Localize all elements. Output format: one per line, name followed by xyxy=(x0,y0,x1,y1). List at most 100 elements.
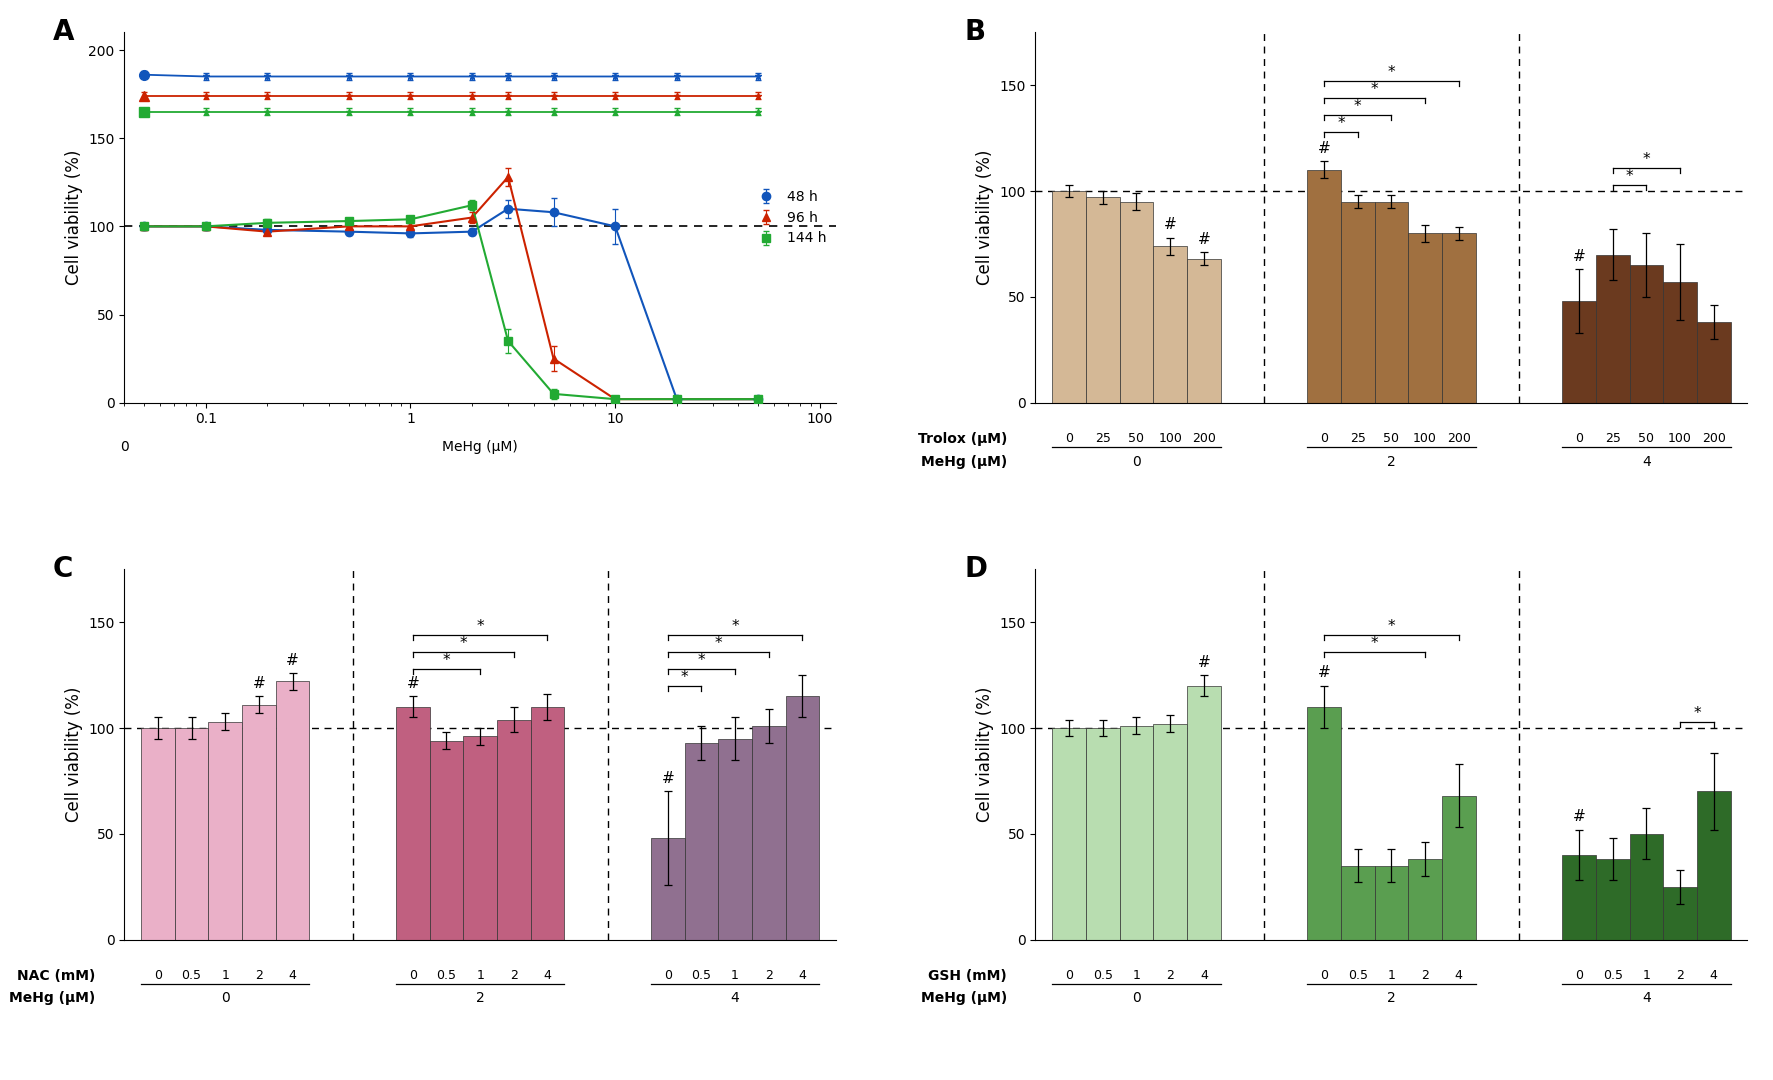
Text: *: * xyxy=(477,619,484,634)
Text: #: # xyxy=(406,676,418,691)
Text: 0.5: 0.5 xyxy=(1092,969,1112,982)
Text: 2: 2 xyxy=(475,991,484,1005)
Text: MeHg (μM): MeHg (μM) xyxy=(9,991,96,1005)
Bar xyxy=(1152,246,1186,403)
Text: 2: 2 xyxy=(509,969,518,982)
Text: *: * xyxy=(443,652,450,667)
Text: 4: 4 xyxy=(543,969,551,982)
Text: *: * xyxy=(715,636,722,651)
Bar xyxy=(1562,855,1596,940)
Text: A: A xyxy=(53,17,74,45)
Text: 0: 0 xyxy=(121,440,128,454)
Text: 0: 0 xyxy=(408,969,417,982)
Text: #: # xyxy=(252,676,266,691)
Text: 1: 1 xyxy=(475,969,484,982)
Bar xyxy=(1186,686,1220,940)
Text: 2: 2 xyxy=(1420,969,1429,982)
Bar xyxy=(1441,233,1475,403)
Text: *: * xyxy=(697,652,706,667)
Text: 4: 4 xyxy=(289,969,296,982)
Text: MeHg (μM): MeHg (μM) xyxy=(920,991,1007,1005)
Text: 0: 0 xyxy=(1064,432,1073,445)
Text: *: * xyxy=(1642,152,1649,166)
Bar xyxy=(395,706,429,940)
Bar xyxy=(1307,170,1340,403)
Bar xyxy=(174,728,207,940)
Text: 0: 0 xyxy=(663,969,672,982)
Text: *: * xyxy=(1624,168,1633,184)
Text: NAC (mM): NAC (mM) xyxy=(18,969,96,983)
Text: 4: 4 xyxy=(730,991,739,1005)
Bar xyxy=(1307,706,1340,940)
Text: 1: 1 xyxy=(1642,969,1649,982)
Bar xyxy=(1408,233,1441,403)
Text: 2: 2 xyxy=(764,969,773,982)
Text: C: C xyxy=(53,554,73,582)
Text: MeHg (μM): MeHg (μM) xyxy=(920,455,1007,469)
Text: 0: 0 xyxy=(220,991,229,1005)
Text: *: * xyxy=(1691,705,1700,720)
Bar xyxy=(1085,198,1119,403)
Text: 2: 2 xyxy=(1675,969,1683,982)
Bar xyxy=(1629,834,1663,940)
Text: 4: 4 xyxy=(1642,991,1651,1005)
Text: #: # xyxy=(1197,232,1209,247)
Text: #: # xyxy=(661,771,674,786)
Text: *: * xyxy=(681,670,688,685)
Bar xyxy=(241,705,275,940)
Text: 2: 2 xyxy=(1386,991,1395,1005)
Bar xyxy=(275,681,309,940)
Text: *: * xyxy=(1353,99,1362,113)
Bar xyxy=(140,728,174,940)
Text: *: * xyxy=(1337,116,1344,131)
Text: 100: 100 xyxy=(1667,432,1691,445)
Text: #: # xyxy=(1317,141,1330,157)
Text: 0: 0 xyxy=(1319,969,1328,982)
Bar xyxy=(429,741,463,940)
Bar xyxy=(1374,202,1408,403)
Bar xyxy=(1152,724,1186,940)
Bar xyxy=(651,838,684,940)
Text: *: * xyxy=(1386,619,1394,634)
Y-axis label: Cell viability (%): Cell viability (%) xyxy=(975,150,993,285)
Text: 100: 100 xyxy=(1158,432,1181,445)
Text: 4: 4 xyxy=(1454,969,1463,982)
Text: B: B xyxy=(965,17,984,45)
Bar xyxy=(1629,266,1663,403)
Text: D: D xyxy=(965,554,988,582)
Text: 4: 4 xyxy=(1642,455,1651,469)
Text: *: * xyxy=(730,619,739,634)
Bar xyxy=(785,697,819,940)
Text: #: # xyxy=(1573,249,1585,265)
Text: 4: 4 xyxy=(798,969,807,982)
Bar xyxy=(1408,860,1441,940)
Text: 2: 2 xyxy=(255,969,262,982)
Text: 25: 25 xyxy=(1094,432,1110,445)
Bar xyxy=(1441,796,1475,940)
Text: 200: 200 xyxy=(1447,432,1470,445)
Bar xyxy=(684,743,718,940)
Bar xyxy=(1596,860,1629,940)
Bar xyxy=(1119,202,1152,403)
Bar xyxy=(1186,259,1220,403)
Text: 2: 2 xyxy=(1165,969,1174,982)
Bar xyxy=(1697,322,1730,403)
Text: 25: 25 xyxy=(1605,432,1621,445)
Bar xyxy=(718,739,752,940)
Y-axis label: Cell viability (%): Cell viability (%) xyxy=(64,687,83,822)
Text: 0.5: 0.5 xyxy=(691,969,711,982)
Text: Trolox (μM): Trolox (μM) xyxy=(917,432,1007,446)
Bar xyxy=(752,726,785,940)
Bar xyxy=(1663,282,1697,403)
Text: 1: 1 xyxy=(1131,969,1140,982)
Text: *: * xyxy=(1371,636,1378,651)
Text: 50: 50 xyxy=(1383,432,1399,445)
Bar xyxy=(530,706,564,940)
Text: 0.5: 0.5 xyxy=(436,969,456,982)
Text: 0.5: 0.5 xyxy=(181,969,202,982)
Bar xyxy=(207,721,241,940)
Text: 50: 50 xyxy=(1128,432,1144,445)
Text: 200: 200 xyxy=(1700,432,1725,445)
Text: 100: 100 xyxy=(1413,432,1436,445)
Text: 0: 0 xyxy=(1574,432,1582,445)
